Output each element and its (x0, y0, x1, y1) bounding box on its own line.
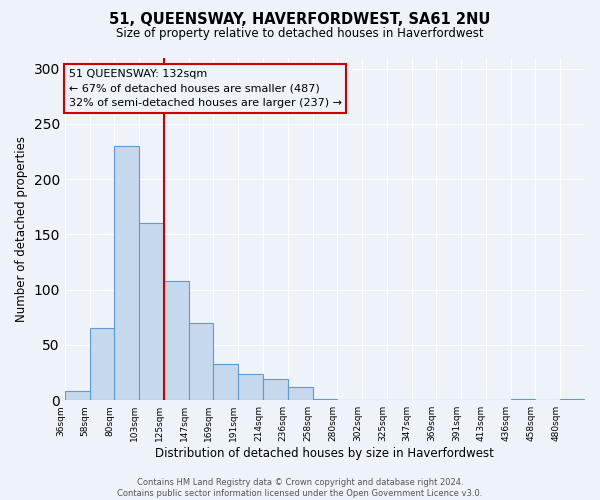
Bar (238, 374, 263, 400)
Bar (139, 224, 164, 400)
Bar (288, 387, 313, 400)
X-axis label: Distribution of detached houses by size in Haverfordwest: Distribution of detached houses by size … (155, 447, 494, 460)
Bar (188, 323, 214, 400)
Bar (511, 399, 535, 400)
Y-axis label: Number of detached properties: Number of detached properties (15, 136, 28, 322)
Text: Contains HM Land Registry data © Crown copyright and database right 2024.
Contai: Contains HM Land Registry data © Crown c… (118, 478, 482, 498)
Bar (65, 392, 89, 400)
Bar (89, 328, 115, 400)
Bar (115, 146, 139, 400)
Text: 51 QUEENSWAY: 132sqm
← 67% of detached houses are smaller (487)
32% of semi-deta: 51 QUEENSWAY: 132sqm ← 67% of detached h… (68, 68, 341, 108)
Bar (560, 399, 585, 400)
Text: Size of property relative to detached houses in Haverfordwest: Size of property relative to detached ho… (116, 28, 484, 40)
Bar (313, 399, 337, 400)
Text: 51, QUEENSWAY, HAVERFORDWEST, SA61 2NU: 51, QUEENSWAY, HAVERFORDWEST, SA61 2NU (109, 12, 491, 28)
Bar (164, 281, 188, 400)
Bar (263, 379, 288, 400)
Bar (214, 364, 238, 400)
